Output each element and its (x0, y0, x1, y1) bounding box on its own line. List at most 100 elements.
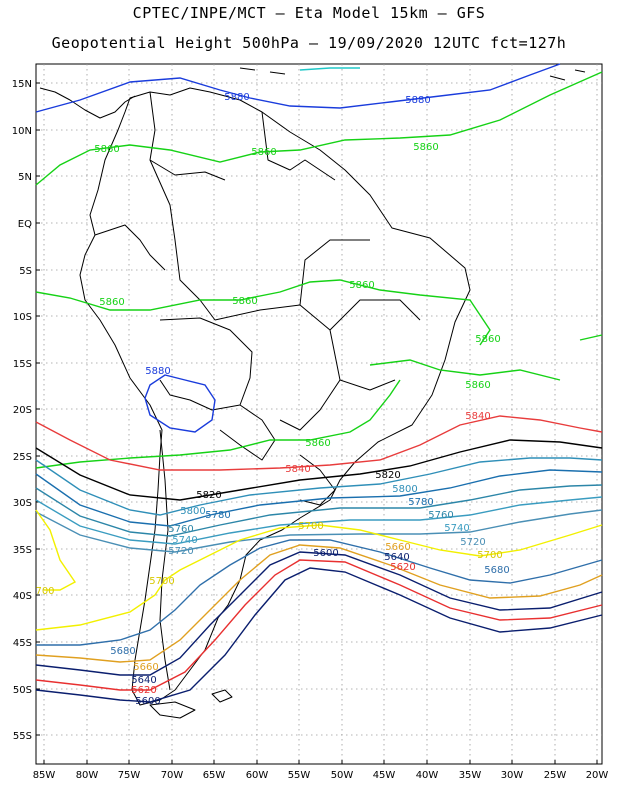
lat-label: 55S (13, 731, 32, 742)
contour-line-5860-edge (579, 334, 603, 341)
contour-line-5860-north (35, 71, 603, 186)
lat-label: 45S (13, 638, 32, 649)
contour-label: 5720 (168, 546, 193, 557)
central-america (39, 87, 136, 119)
lat-label: 25S (13, 452, 32, 463)
lon-label: 80W (76, 770, 99, 781)
contour-label: 5700 (149, 576, 174, 587)
contour-label: 5860 (99, 297, 124, 308)
contour-label: 5860 (413, 142, 438, 153)
contour-label: 5680 (484, 565, 509, 576)
brazil-states (214, 239, 421, 431)
contour-label: 5740 (172, 535, 197, 546)
lat-label: 15S (13, 359, 32, 370)
border-bolivia (159, 317, 253, 411)
contour-line-5700 (35, 509, 603, 631)
contour-line-5860-mid (35, 279, 491, 346)
lat-label: EQ (18, 219, 32, 230)
lon-label: 30W (501, 770, 524, 781)
border-peru-brazil (149, 159, 216, 321)
contour-label: 5800 (392, 484, 417, 495)
contour-label: 5740 (444, 523, 469, 534)
contour-label: 5860 (349, 280, 374, 291)
longitude-labels: 85W 80W 75W 70W 65W 60W 55W 50W 45W 40W … (33, 770, 609, 781)
contour-label: 5840 (465, 411, 490, 422)
contour-line-5600 (35, 567, 603, 703)
contour-label: 5760 (168, 524, 193, 535)
border-paraguay (219, 404, 276, 461)
contour-label: 5680 (110, 646, 135, 657)
lon-label: 65W (203, 770, 226, 781)
contour-label: 5780 (408, 497, 433, 508)
contour-line-5860-east (369, 359, 561, 381)
map-frame (35, 63, 603, 765)
chart-title: CPTEC/INPE/MCT – Eta Model 15km – GFS (132, 4, 486, 22)
contour-label: 5780 (205, 510, 230, 521)
lat-lon-grid (36, 64, 602, 764)
lat-label: 40S (13, 591, 32, 602)
contour-line-5800 (35, 457, 603, 516)
contour-label: 5720 (460, 537, 485, 548)
contour-lines (35, 63, 603, 703)
contour-labels: 5880 5880 5880 5860 5860 5860 5860 5860 … (35, 92, 509, 707)
contour-line-5720 (35, 509, 603, 553)
contour-label: 5880 (405, 95, 430, 106)
lon-label: 45W (373, 770, 396, 781)
lon-label: 25W (544, 770, 567, 781)
contour-label: 5860 (475, 334, 500, 345)
lon-label: 55W (288, 770, 311, 781)
contour-label: 5700 (298, 521, 323, 532)
lat-label: 35S (13, 545, 32, 556)
chart-subtitle: Geopotential Height 500hPa – 19/09/2020 … (51, 34, 567, 52)
lon-label: 50W (331, 770, 354, 781)
contour-line-5840 (35, 415, 603, 471)
lat-label: 15N (12, 79, 32, 90)
lon-label: 40W (416, 770, 439, 781)
contour-label: 5860 (94, 144, 119, 155)
contour-label: 5660 (385, 542, 410, 553)
contour-label: 5640 (384, 552, 409, 563)
contour-line-5640 (35, 551, 603, 676)
contour-label: 5620 (131, 685, 156, 696)
lon-label: 70W (161, 770, 184, 781)
contour-label: 5760 (428, 510, 453, 521)
lat-label: 20S (13, 405, 32, 416)
contour-label: 5620 (390, 562, 415, 573)
contour-label: 5840 (285, 464, 310, 475)
lon-label: 35W (459, 770, 482, 781)
contour-line-5660 (35, 544, 603, 663)
contour-label: 700 (35, 586, 54, 597)
contour-label: 5860 (305, 438, 330, 449)
lat-label: 5S (19, 266, 32, 277)
border-chile-argentina (159, 429, 171, 691)
caribbean-islands (239, 67, 586, 81)
lon-label: 20W (586, 770, 609, 781)
contour-line-5620 (35, 559, 603, 691)
contour-label: 5880 (145, 366, 170, 377)
contour-line-5880-closed (144, 374, 216, 433)
contour-label: 5860 (465, 380, 490, 391)
contour-label: 5600 (135, 696, 160, 707)
lat-label: 50S (13, 685, 32, 696)
contour-label: 5640 (131, 675, 156, 686)
falklands (211, 689, 233, 703)
contour-line-5680 (36, 539, 603, 646)
contour-label: 5820 (196, 490, 221, 501)
contour-label: 5600 (313, 548, 338, 559)
lon-label: 75W (118, 770, 141, 781)
lat-label: 10N (12, 126, 32, 137)
border-ecuador-peru (94, 224, 166, 271)
border-colombia-venezuela (149, 91, 226, 181)
contour-line-5880-cyan (299, 67, 360, 71)
contour-label: 5860 (251, 147, 276, 158)
border-uruguay (299, 454, 336, 506)
contour-label: 5700 (477, 550, 502, 561)
tierra-del-fuego (149, 701, 196, 719)
contour-label: 5800 (180, 506, 205, 517)
contour-line-5780 (35, 469, 603, 527)
contour-line-5880 (35, 63, 561, 113)
contour-label: 5820 (375, 470, 400, 481)
lat-label: 30S (13, 498, 32, 509)
lon-label: 85W (33, 770, 56, 781)
